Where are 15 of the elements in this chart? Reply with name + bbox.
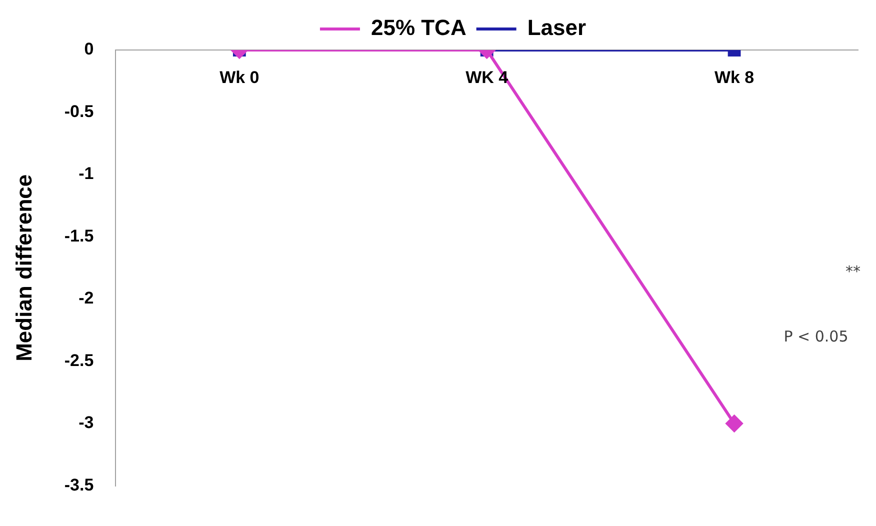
y-tick-label: -3.5 [64, 475, 94, 494]
y-tick-label: -1.5 [64, 226, 94, 246]
y-tick-label: 0 [84, 40, 94, 59]
y-axis-title: Median difference [11, 174, 36, 362]
x-tick-label: Wk 0 [220, 68, 260, 88]
y-tick-label: -0.5 [64, 102, 94, 121]
y-tick-label: -2.5 [64, 350, 94, 370]
y-tick-label: -1 [78, 164, 94, 184]
legend-label: 25% TCA [370, 15, 466, 40]
y-tick-label: -2 [78, 288, 94, 308]
y-tick-label: -3 [78, 413, 94, 432]
x-tick-label: Wk 8 [714, 68, 754, 88]
legend-label: Laser [527, 15, 586, 40]
annotation: P < 0.05 [784, 327, 848, 346]
annotation: ** [846, 262, 861, 280]
